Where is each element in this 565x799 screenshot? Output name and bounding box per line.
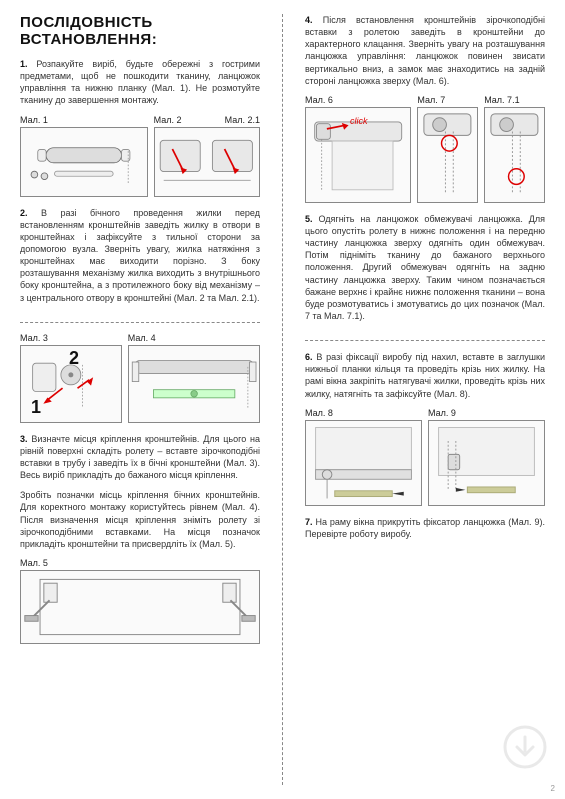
fig-9-svg [429,421,544,505]
fig-3-box: 1 2 [20,345,122,423]
step-2: 2. В разі бічного проведення жилки перед… [20,207,260,304]
left-column: ПОСЛІДОВНІСТЬ ВСТАНОВЛЕННЯ: 1. Розпакуйт… [20,14,260,785]
step-3a: 3. Визначте місця кріплення кронштейнів.… [20,433,260,482]
fig-71-box [484,107,545,203]
two-column-layout: ПОСЛІДОВНІСТЬ ВСТАНОВЛЕННЯ: 1. Розпакуйт… [20,14,545,785]
fig-9-label: Мал. 9 [428,408,545,418]
fig-4-label: Мал. 4 [128,333,260,343]
fig-row-5: Мал. 5 [20,558,260,644]
step-5: 5. Одягніть на ланцюжок обмежувачі ланцю… [305,213,545,322]
fig-row-3-4: Мал. 3 1 2 [20,333,260,423]
step-7-number: 7. [305,517,313,527]
fig-8-box [305,420,422,506]
fig-7-box [417,107,478,203]
fig-2-cell: Мал. 2 Мал. 2.1 [154,115,260,197]
step-6: 6. В разі фіксації виробу під нахил, вст… [305,351,545,400]
step-2-text: В разі бічного проведення жилки перед вс… [20,208,260,303]
step-1-number: 1. [20,59,28,69]
page-number: 2 [551,784,555,793]
fig-4-cell: Мал. 4 [128,333,260,423]
fig-3-label: Мал. 3 [20,333,122,343]
fig-4-box [128,345,260,423]
left-divider [20,322,260,323]
click-label: click [350,116,368,126]
page: ПОСЛІДОВНІСТЬ ВСТАНОВЛЕННЯ: 1. Розпакуйт… [0,0,565,799]
fig-row-8-9: Мал. 8 Мал. 9 [305,408,545,506]
step-7-text: На раму вікна прикрутіть фіксатор ланцюж… [305,517,545,539]
fig-3-num2: 2 [69,348,79,369]
fig-21-label: Мал. 2.1 [225,115,260,125]
fig-6-label: Мал. 6 [305,95,411,105]
fig-5-cell: Мал. 5 [20,558,260,644]
fig-9-box [428,420,545,506]
watermark-icon [503,725,547,769]
fig-5-svg [21,571,259,643]
fig-5-label: Мал. 5 [20,558,260,568]
fig-6-cell: Мал. 6 click [305,95,411,203]
fig-row-1-2: Мал. 1 [20,115,260,197]
step-4: 4. Після встановлення кронштейнів зірочк… [305,14,545,87]
column-divider [282,14,283,785]
step-3-number: 3. [20,434,28,444]
step-3a-text: Визначте місця кріплення кронштейнів. Дл… [20,434,260,480]
fig-71-svg [485,108,544,202]
step-5-text: Одягніть на ланцюжок обмежувачі ланцюжка… [305,214,545,321]
fig-7-svg [418,108,477,202]
fig-9-cell: Мал. 9 [428,408,545,506]
fig-3-cell: Мал. 3 1 2 [20,333,122,423]
step-5-number: 5. [305,214,313,224]
fig-5-box [20,570,260,644]
fig-2-box [154,127,260,197]
fig-2-label: Мал. 2 [154,115,182,125]
fig-71-cell: Мал. 7.1 [484,95,545,203]
step-6-number: 6. [305,352,313,362]
fig-8-svg [306,421,421,505]
step-3b-text: Зробіть позначки місць кріплення бічних … [20,490,260,549]
step-1: 1. Розпакуйте виріб, будьте обережні з г… [20,58,260,107]
right-column: 4. Після встановлення кронштейнів зірочк… [305,14,545,785]
fig-1-label: Мал. 1 [20,115,148,125]
fig-8-label: Мал. 8 [305,408,422,418]
step-2-number: 2. [20,208,28,218]
fig-1-box [20,127,148,197]
step-1-text: Розпакуйте виріб, будьте обережні з гост… [20,59,260,105]
step-4-number: 4. [305,15,313,25]
fig-3-num1: 1 [31,397,41,418]
fig-4-svg [129,346,259,422]
step-6-text: В разі фіксації виробу під нахил, вставт… [305,352,545,398]
fig-7-label: Мал. 7 [417,95,478,105]
fig-71-label: Мал. 7.1 [484,95,545,105]
step-7: 7. На раму вікна прикрутіть фіксатор лан… [305,516,545,540]
fig-2-svg [155,128,259,196]
step-4-text: Після встановлення кронштейнів зірочкопо… [305,15,545,86]
right-divider [305,340,545,341]
fig-7-cell: Мал. 7 [417,95,478,203]
step-3b: Зробіть позначки місць кріплення бічних … [20,489,260,550]
fig-1-cell: Мал. 1 [20,115,148,197]
fig-1-svg [21,128,147,196]
fig-6-box: click [305,107,411,203]
fig-8-cell: Мал. 8 [305,408,422,506]
fig-row-6-7: Мал. 6 click Мал. 7 [305,95,545,203]
page-title: ПОСЛІДОВНІСТЬ ВСТАНОВЛЕННЯ: [20,14,260,48]
